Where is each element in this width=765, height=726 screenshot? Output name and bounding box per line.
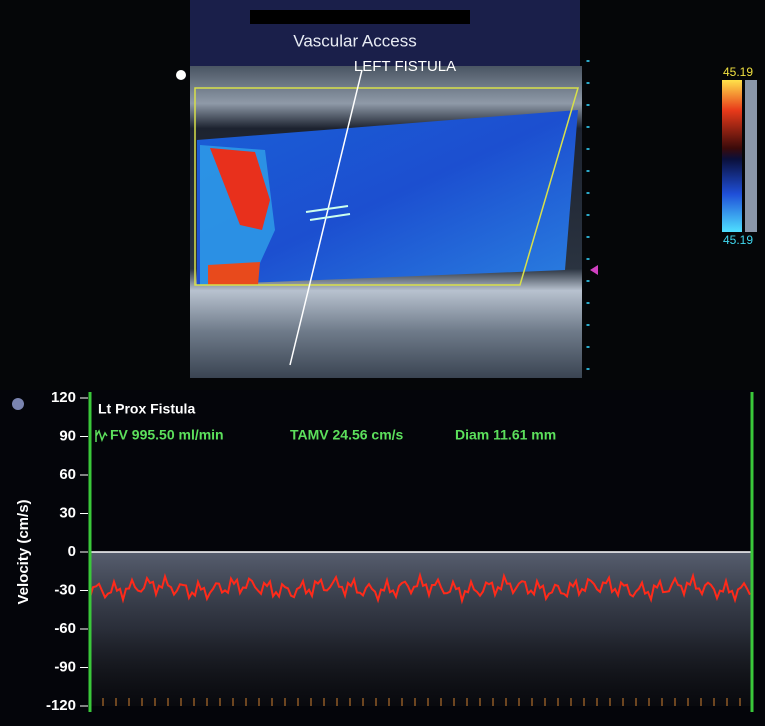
y-tick-label: -30 xyxy=(54,581,76,598)
site-label: Lt Prox Fistula xyxy=(98,401,195,417)
y-tick-label: -120 xyxy=(46,697,76,714)
flow-volume: FV 995.50 ml/min xyxy=(110,427,224,443)
orientation-marker xyxy=(176,70,186,80)
label: LEFT FISTULA xyxy=(354,58,456,75)
spectral-fill xyxy=(90,552,752,706)
y-tick-label: 60 xyxy=(59,466,76,483)
y-tick-label: 30 xyxy=(59,504,76,521)
redaction xyxy=(250,10,470,24)
status-dot xyxy=(12,398,24,410)
y-axis-label: Velocity (cm/s) xyxy=(15,499,32,604)
y-tick-label: 120 xyxy=(51,389,76,406)
y-tick-label: 0 xyxy=(68,543,76,560)
title: Vascular Access xyxy=(293,31,416,50)
ultrasound-screen: Vascular Access LEFT FISTULA 45.19 45.19… xyxy=(0,0,765,726)
color-scale-top: 45.19 xyxy=(723,65,753,79)
y-tick-label: 90 xyxy=(59,427,76,444)
color-scale-bottom: 45.19 xyxy=(723,233,753,247)
color-bar-gray xyxy=(745,80,757,232)
color-flow-red-low xyxy=(208,262,260,285)
y-tick-label: -60 xyxy=(54,620,76,637)
page: Vascular Access LEFT FISTULA 45.19 45.19… xyxy=(0,0,765,726)
color-bar xyxy=(722,80,742,232)
y-tick-label: -90 xyxy=(54,658,76,675)
diameter: Diam 11.61 mm xyxy=(455,427,556,443)
tamv: TAMV 24.56 cm/s xyxy=(290,427,404,443)
